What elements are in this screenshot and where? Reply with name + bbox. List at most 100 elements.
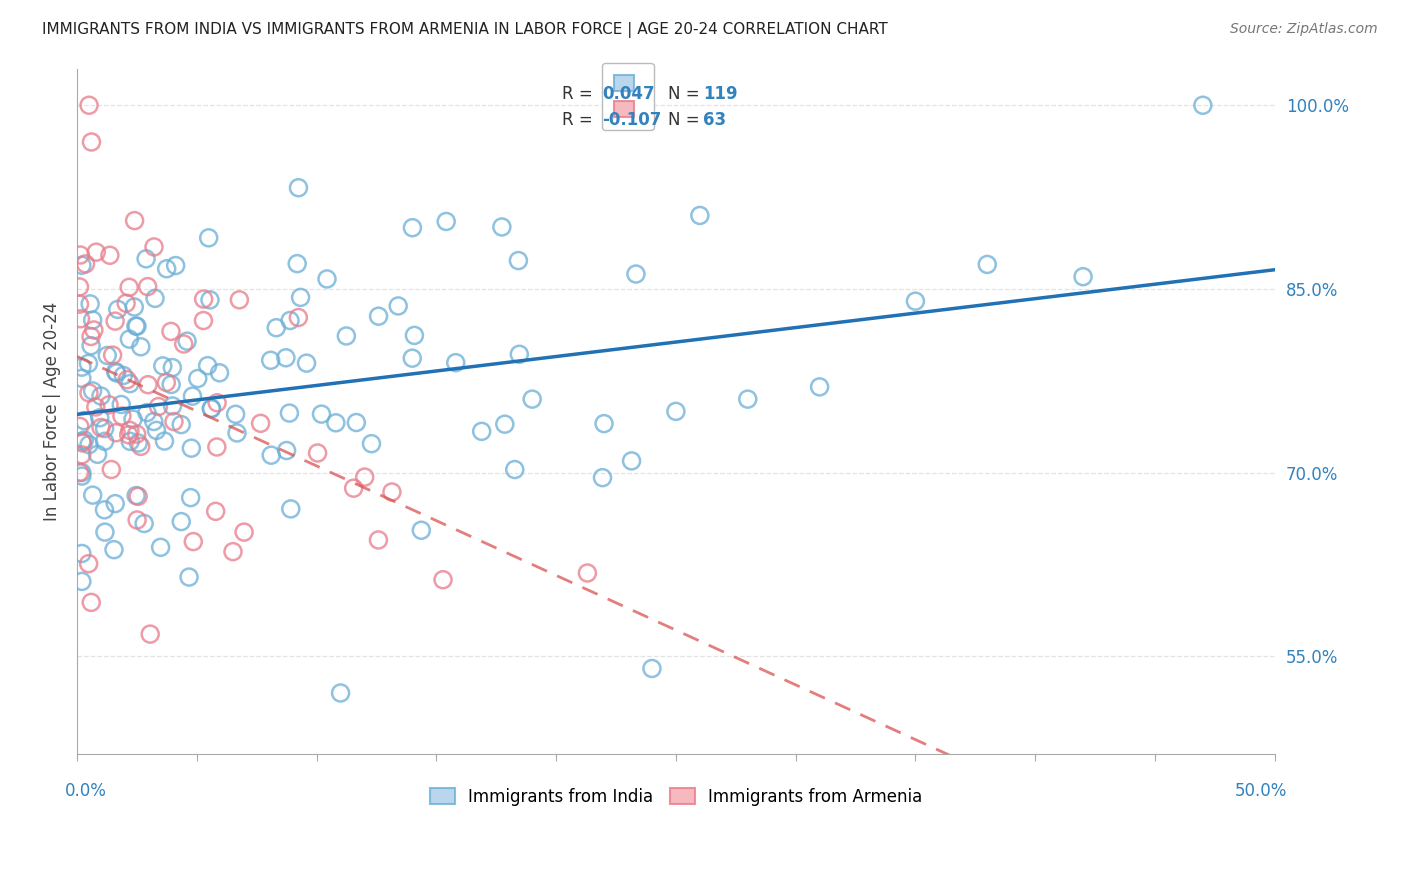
Point: [170, 417, 193, 432]
Point: [165, 259, 187, 273]
Point: [98, 398, 121, 412]
Point: [70, 574, 93, 589]
Point: [80, 595, 103, 609]
Point: [187, 371, 209, 385]
Point: [104, 365, 127, 379]
Point: [226, 425, 249, 440]
Point: [155, 376, 177, 390]
Point: [70, 546, 93, 560]
Point: [278, 406, 301, 420]
Point: [103, 542, 125, 557]
Point: [193, 292, 215, 306]
Point: [325, 416, 347, 430]
Point: [592, 470, 614, 484]
Point: [170, 515, 193, 529]
Point: [118, 280, 141, 294]
Point: [69, 280, 91, 294]
Point: [72, 436, 94, 450]
Point: [522, 392, 544, 406]
Point: [197, 359, 219, 373]
Point: [112, 368, 135, 383]
Point: [136, 279, 159, 293]
Text: 50.0%: 50.0%: [1234, 781, 1286, 799]
Point: [118, 332, 141, 346]
Point: [1192, 98, 1215, 112]
Point: [329, 686, 352, 700]
Point: [82, 488, 104, 502]
Point: [70, 371, 93, 385]
Point: [737, 392, 759, 406]
Point: [77, 557, 100, 571]
Point: [127, 489, 149, 503]
Point: [290, 290, 312, 304]
Text: 0.047: 0.047: [602, 85, 654, 103]
Point: [228, 293, 250, 307]
Point: [404, 328, 426, 343]
Point: [75, 257, 97, 271]
Y-axis label: In Labor Force | Age 20-24: In Labor Force | Age 20-24: [44, 301, 60, 521]
Point: [181, 534, 204, 549]
Point: [139, 627, 162, 641]
Text: N =: N =: [668, 112, 704, 129]
Point: [135, 406, 157, 420]
Point: [641, 661, 664, 675]
Text: Source: ZipAtlas.com: Source: ZipAtlas.com: [1230, 22, 1378, 37]
Point: [124, 213, 146, 227]
Point: [222, 544, 245, 558]
Point: [162, 360, 184, 375]
Point: [494, 417, 516, 432]
Point: [808, 380, 831, 394]
Point: [96, 349, 118, 363]
Point: [118, 376, 141, 391]
Text: IMMIGRANTS FROM INDIA VS IMMIGRANTS FROM ARMENIA IN LABOR FORCE | AGE 20-24 CORR: IMMIGRANTS FROM INDIA VS IMMIGRANTS FROM…: [42, 22, 889, 38]
Point: [127, 436, 149, 450]
Point: [93, 421, 115, 435]
Point: [73, 433, 96, 447]
Point: [162, 399, 184, 413]
Point: [118, 427, 141, 442]
Point: [233, 525, 256, 540]
Point: [173, 337, 195, 351]
Point: [280, 502, 302, 516]
Point: [94, 525, 117, 540]
Point: [156, 261, 179, 276]
Point: [401, 220, 423, 235]
Point: [122, 300, 145, 314]
Point: [491, 219, 513, 234]
Point: [976, 257, 998, 271]
Point: [127, 513, 149, 527]
Point: [508, 253, 530, 268]
Point: [104, 314, 127, 328]
Point: [177, 570, 200, 584]
Point: [145, 423, 167, 437]
Point: [160, 377, 183, 392]
Point: [471, 425, 494, 439]
Point: [93, 503, 115, 517]
Point: [118, 424, 141, 438]
Point: [285, 257, 308, 271]
Point: [80, 339, 103, 353]
Point: [152, 359, 174, 373]
Point: [73, 414, 96, 428]
Point: [260, 448, 283, 462]
Point: [198, 293, 221, 307]
Point: [335, 329, 357, 343]
Point: [264, 320, 287, 334]
Point: [69, 419, 91, 434]
Point: [129, 439, 152, 453]
Point: [276, 443, 298, 458]
Text: R =: R =: [562, 112, 599, 129]
Point: [89, 410, 111, 425]
Point: [503, 462, 526, 476]
Point: [1071, 269, 1094, 284]
Point: [287, 310, 309, 325]
Point: [307, 446, 329, 460]
Point: [401, 351, 423, 366]
Point: [180, 441, 202, 455]
Point: [100, 462, 122, 476]
Point: [624, 267, 647, 281]
Point: [665, 404, 688, 418]
Point: [69, 297, 91, 311]
Point: [105, 366, 128, 380]
Point: [508, 347, 530, 361]
